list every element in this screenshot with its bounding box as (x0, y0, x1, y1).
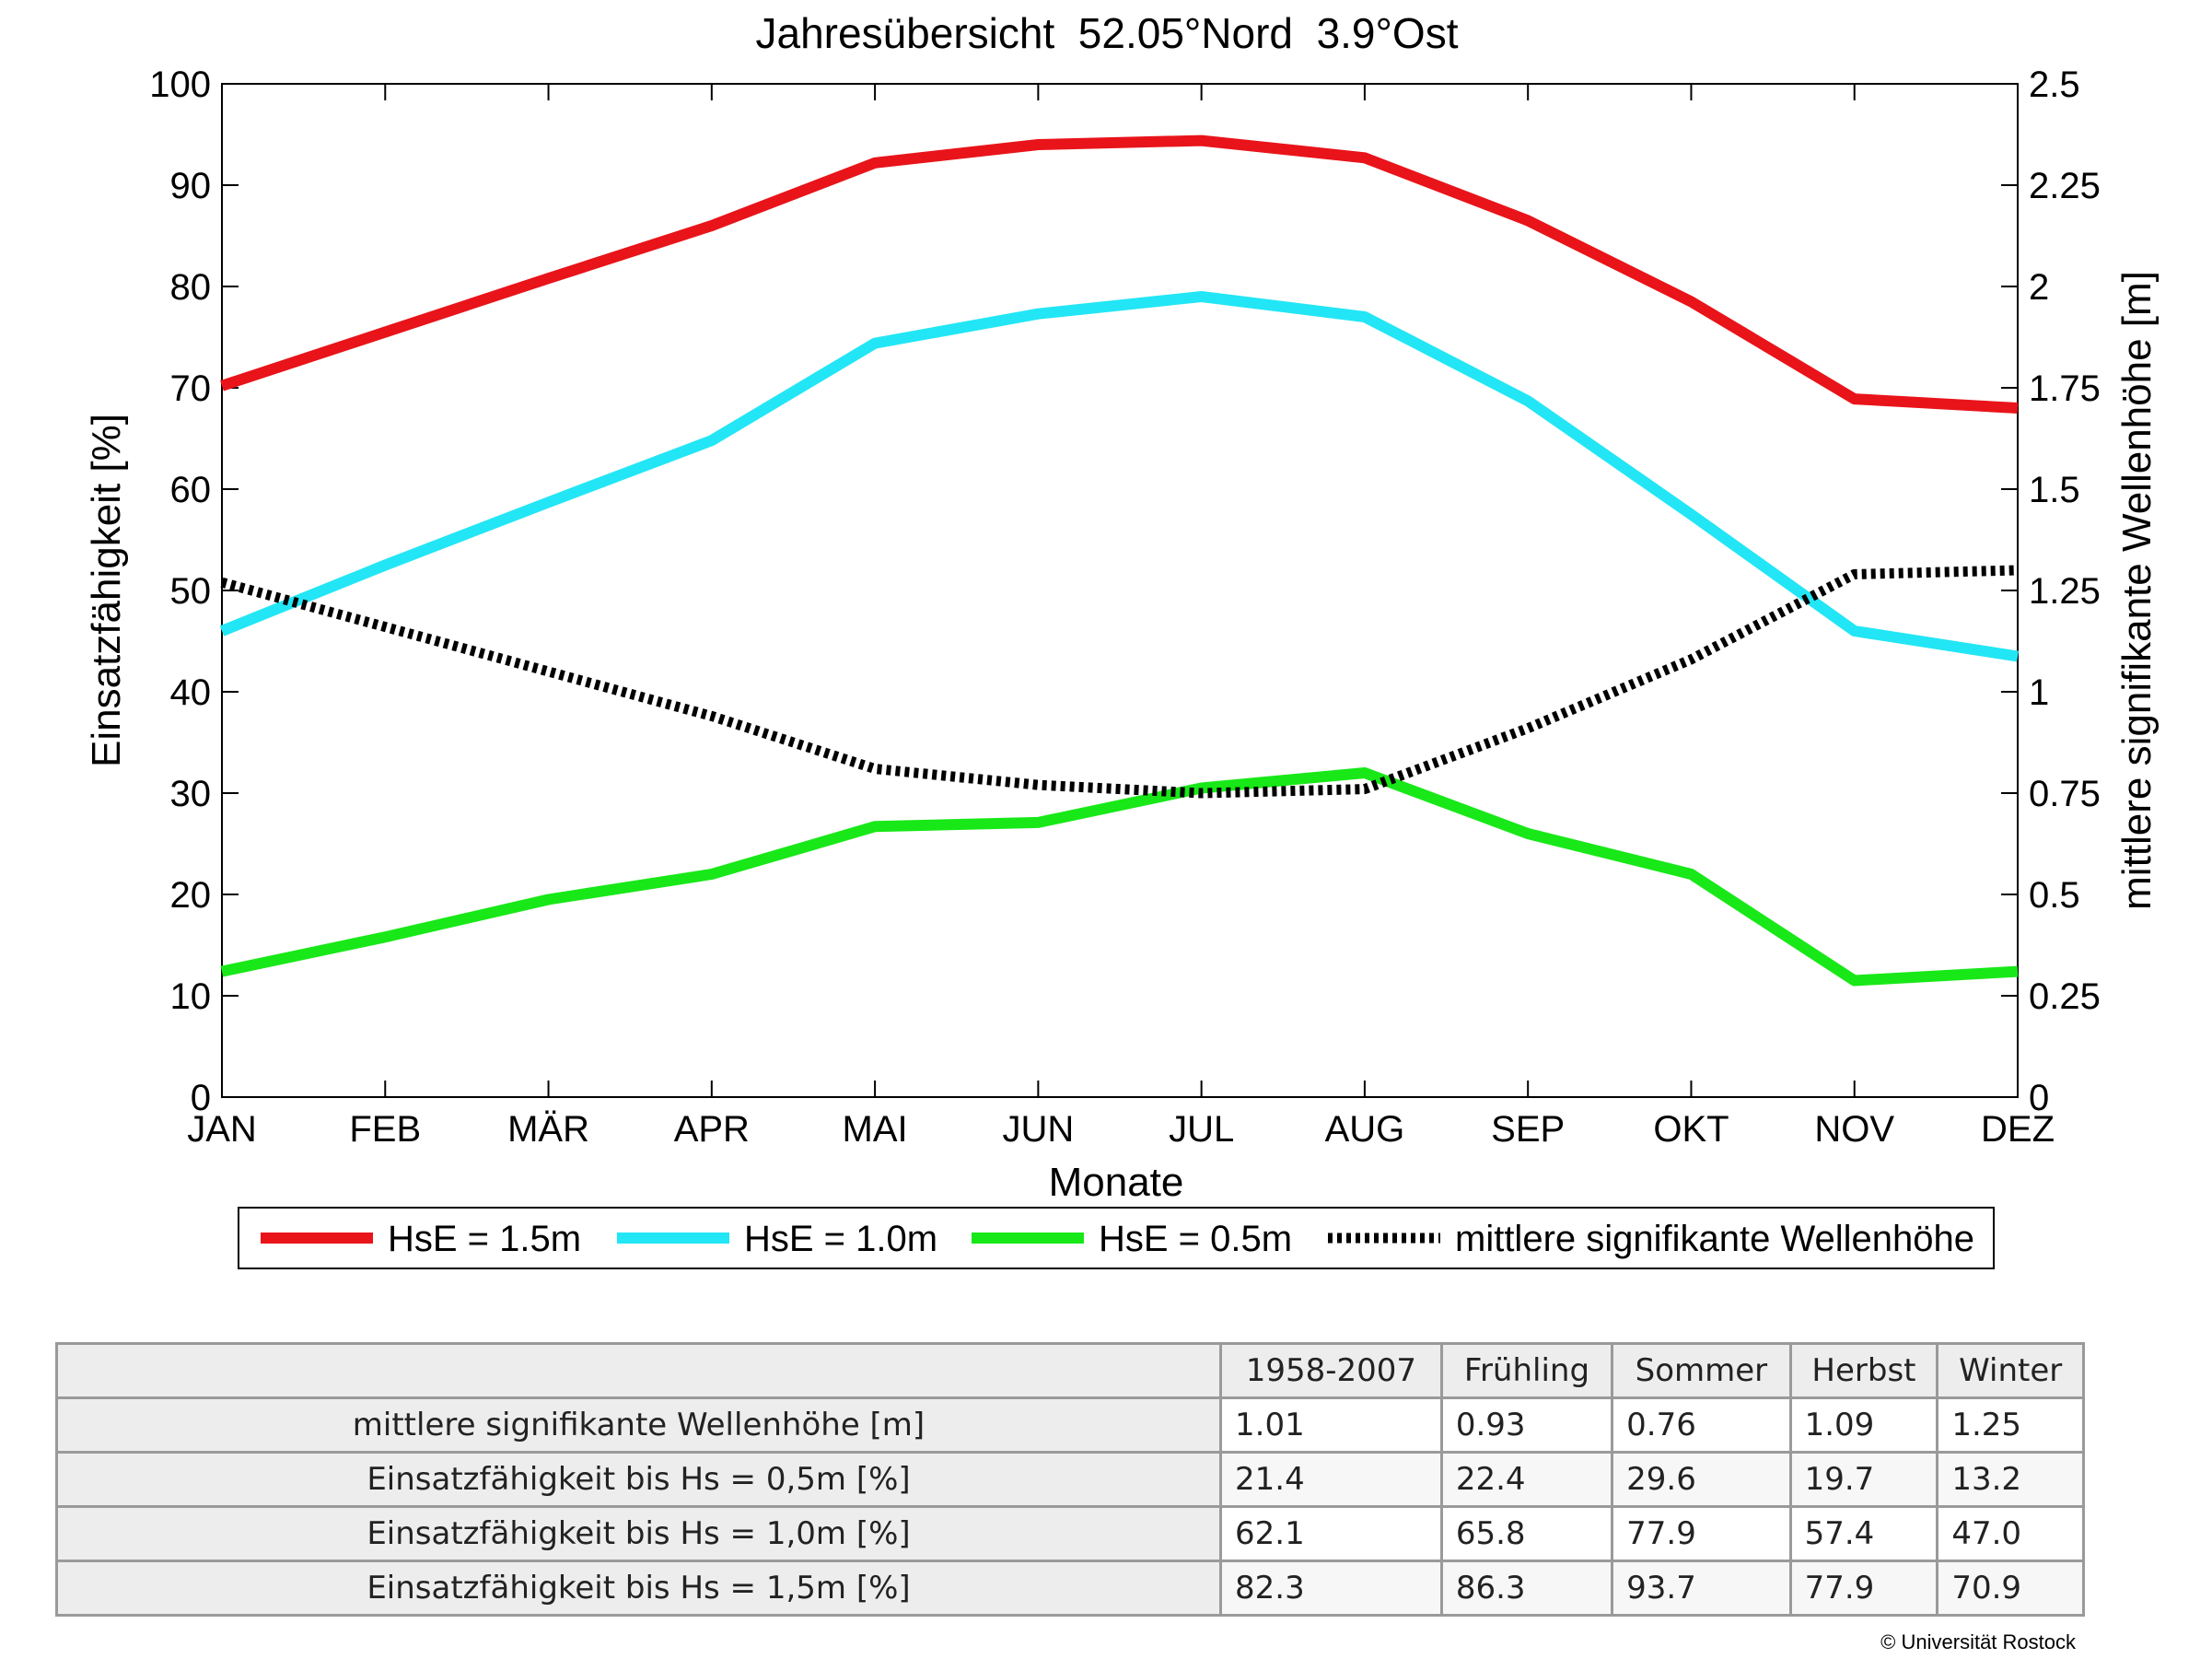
legend-label: HsE = 1.0m (744, 1219, 937, 1259)
row-label: Einsatzfähigkeit bis Hs = 1,5m [%] (55, 1560, 1222, 1617)
table-cell: 65.8 (1439, 1505, 1614, 1562)
y-tick-label: 60 (170, 470, 212, 510)
x-tick-label: MÄR (507, 1109, 589, 1150)
y2-tick-label: 2.5 (2029, 64, 2080, 105)
legend-label: mittlere signifikante Wellenhöhe (1455, 1219, 1974, 1259)
table-cell: 57.4 (1788, 1505, 1939, 1562)
y-tick-label: 0 (191, 1078, 211, 1118)
row-label: Einsatzfähigkeit bis Hs = 0,5m [%] (55, 1451, 1222, 1508)
axis-ticks: JAN FEB MÄR APR MAI JUN JUL AUG SEP OKT NOV DEZ0102… (149, 64, 2101, 1150)
x-tick-label: OKT (1653, 1109, 1729, 1150)
table-row: Einsatzfähigkeit bis Hs = 1,5m [%] 82.3 … (55, 1560, 2085, 1617)
x-tick-label: SEP (1491, 1109, 1565, 1150)
y2-tick-label: 0.5 (2029, 875, 2080, 916)
series-lines (219, 134, 2019, 987)
table-cell: 1.09 (1788, 1396, 1939, 1454)
y-tick-label: 100 (149, 64, 211, 105)
y2-tick-label: 1.5 (2029, 470, 2080, 510)
y2-tick-label: 0 (2029, 1078, 2049, 1118)
y2-tick-label: 1.75 (2029, 368, 2101, 409)
x-tick-label: JUL (1169, 1109, 1234, 1150)
y-axis-label: Einsatzfähigkeit [%] (84, 414, 129, 767)
y2-tick-label: 2.25 (2029, 166, 2101, 206)
table-cell: 82.3 (1219, 1560, 1443, 1617)
y-tick-label: 80 (170, 267, 212, 308)
plot-area (221, 83, 2019, 1098)
copyright-notice: © Universität Rostock (1880, 1630, 2076, 1653)
y-tick-label: 20 (170, 875, 212, 916)
y-tick-label: 30 (170, 774, 212, 814)
table-header-period: 1958-2007 (1219, 1342, 1443, 1399)
table-cell: 21.4 (1219, 1451, 1443, 1508)
table-cell: 19.7 (1788, 1451, 1939, 1508)
y2-tick-label: 0.25 (2029, 976, 2101, 1017)
x-tick-label: MAI (843, 1109, 908, 1150)
x-tick-label: JAN (187, 1109, 257, 1150)
y-tick-label: 70 (170, 368, 212, 409)
table-cell: 70.9 (1936, 1560, 2085, 1617)
legend: HsE = 1.5m HsE = 1.0m HsE = 0.5m mittlere s… (238, 1207, 1995, 1269)
x-tick-label: JUN (1002, 1109, 1074, 1150)
table-cell: 77.9 (1788, 1560, 1939, 1617)
table-cell: 29.6 (1611, 1451, 1792, 1508)
table-header-spring: Frühling (1439, 1342, 1614, 1399)
y-tick-label: 90 (170, 166, 212, 206)
series-line-4 (220, 565, 2019, 799)
table-cell: 22.4 (1439, 1451, 1614, 1508)
x-axis-label: Monate (1049, 1160, 1184, 1205)
legend-box (238, 1207, 1995, 1269)
series-line-3 (220, 767, 2019, 987)
table-row: Einsatzfähigkeit bis Hs = 0,5m [%] 21.4 … (55, 1451, 2085, 1508)
series-line-2 (219, 291, 2019, 662)
y-tick-label: 50 (170, 571, 212, 612)
table-header-autumn: Herbst (1788, 1342, 1939, 1399)
table-cell: 1.25 (1936, 1396, 2085, 1454)
table-cell: 62.1 (1219, 1505, 1443, 1562)
y2-axis-label: mittlere signifikante Wellenhöhe [m] (2114, 271, 2160, 910)
chart: Jahresübersicht 52.05°Nord 3.9°Ost JAN FE… (84, 9, 2160, 1269)
table-cell: 86.3 (1439, 1560, 1614, 1617)
table-cell: 0.93 (1439, 1396, 1614, 1454)
x-tick-label: NOV (1814, 1109, 1894, 1150)
table-cell: 47.0 (1936, 1505, 2085, 1562)
y2-tick-label: 1 (2029, 672, 2049, 713)
row-label: Einsatzfähigkeit bis Hs = 1,0m [%] (55, 1505, 1222, 1562)
legend-label: HsE = 1.5m (388, 1219, 581, 1259)
table-cell: 77.9 (1611, 1505, 1792, 1562)
table-cell: 13.2 (1936, 1451, 2085, 1508)
series-line-1 (220, 134, 2019, 414)
table-header-summer: Sommer (1611, 1342, 1792, 1399)
table-cell: 93.7 (1611, 1560, 1792, 1617)
table-row: Einsatzfähigkeit bis Hs = 1,0m [%] 62.1 … (55, 1505, 2085, 1562)
y2-tick-label: 0.75 (2029, 774, 2101, 814)
chart-title: Jahresübersicht 52.05°Nord 3.9°Ost (756, 9, 1459, 57)
row-label: mittlere signifikante Wellenhöhe [m] (55, 1396, 1222, 1454)
y-tick-label: 10 (170, 976, 212, 1017)
legend-label: HsE = 0.5m (1099, 1219, 1292, 1259)
statistics-table: 1958-2007 Frühling Sommer Herbst Winter … (55, 1342, 2085, 1617)
table-header-row: 1958-2007 Frühling Sommer Herbst Winter (55, 1342, 2085, 1399)
y-tick-label: 40 (170, 672, 212, 713)
table-cell: 1.01 (1219, 1396, 1443, 1454)
x-tick-label: AUG (1325, 1109, 1405, 1150)
x-tick-label: APR (674, 1109, 750, 1150)
y2-tick-label: 1.25 (2029, 571, 2101, 612)
y2-tick-label: 2 (2029, 267, 2049, 308)
table-cell: 0.76 (1611, 1396, 1792, 1454)
table-header-winter: Winter (1936, 1342, 2085, 1399)
table-header-corner (55, 1342, 1222, 1399)
x-tick-label: FEB (349, 1109, 421, 1150)
table-row: mittlere signifikante Wellenhöhe [m] 1.0… (55, 1396, 2085, 1454)
x-tick-label: DEZ (1981, 1109, 2055, 1150)
